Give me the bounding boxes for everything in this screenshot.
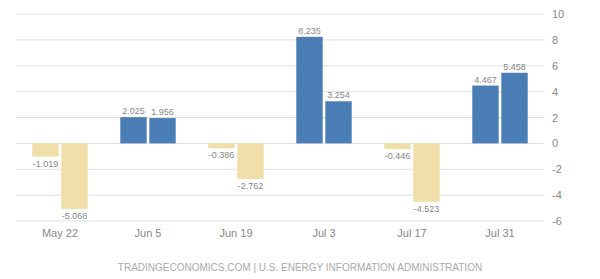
data-label: 1.956 [151, 107, 174, 117]
x-tick-label: Jun 5 [135, 227, 162, 239]
grid-line [16, 117, 544, 118]
footer: TRADINGECONOMICS.COM | U.S. ENERGY INFOR… [118, 262, 482, 273]
y-tick-label: 2 [552, 112, 558, 124]
data-label: -2.762 [238, 181, 264, 191]
data-label: 5.458 [503, 62, 526, 72]
y-tick-label: -6 [552, 215, 562, 227]
bar [208, 143, 234, 148]
data-label: -1.019 [33, 159, 59, 169]
y-axis: -6 -4 -2 0 2 4 6 8 10 [552, 8, 564, 227]
bar [32, 143, 58, 156]
bar [325, 101, 351, 143]
bar [237, 143, 263, 179]
y-tick-label: -4 [552, 189, 562, 201]
x-tick-label: Jul 3 [312, 227, 335, 239]
bar [384, 143, 410, 149]
data-label: 4.467 [474, 75, 497, 85]
x-tick-label: Jul 31 [485, 227, 514, 239]
data-label: 2.025 [122, 106, 145, 116]
x-tick-label: Jul 17 [397, 227, 426, 239]
data-label: 3.254 [327, 90, 350, 100]
data-label: -0.446 [385, 151, 411, 161]
grid-line [16, 14, 544, 15]
bar [472, 86, 498, 144]
grid-line [16, 39, 544, 40]
y-tick-label: -2 [552, 163, 562, 175]
bar [296, 37, 322, 144]
y-tick-label: 10 [552, 8, 564, 20]
y-tick-label: 6 [552, 60, 558, 72]
grid-line [16, 221, 544, 222]
data-label: -4.523 [414, 204, 440, 214]
data-label: 8.235 [298, 26, 321, 36]
x-tick-label: May 22 [42, 227, 78, 239]
grid-line [16, 91, 544, 92]
data-labels: -1.019 2.025 -0.386 8.235 -0.446 4.467 -5.068 1… [33, 26, 526, 221]
bar [61, 143, 87, 209]
grid-line [16, 143, 544, 144]
bars [32, 37, 527, 209]
grid-line [16, 65, 544, 66]
x-tick-label: Jun 19 [219, 227, 252, 239]
grid [16, 14, 544, 221]
grid-line [16, 195, 544, 196]
x-axis: May 22 Jun 5 Jun 19 Jul 3 Jul 17 Jul 31 [42, 227, 515, 239]
bar [149, 118, 175, 143]
bar [120, 117, 146, 143]
grid-line [16, 169, 544, 170]
bar [413, 143, 439, 202]
y-tick-label: 4 [552, 86, 558, 98]
chart: -6 -4 -2 0 2 4 6 8 10 -1.019 2.025 -0.386 8.235 -0.44… [0, 0, 600, 279]
data-label: -0.386 [209, 150, 235, 160]
bar [501, 73, 527, 144]
y-tick-label: 8 [552, 34, 558, 46]
data-label: -5.068 [62, 211, 88, 221]
y-tick-label: 0 [552, 137, 558, 149]
